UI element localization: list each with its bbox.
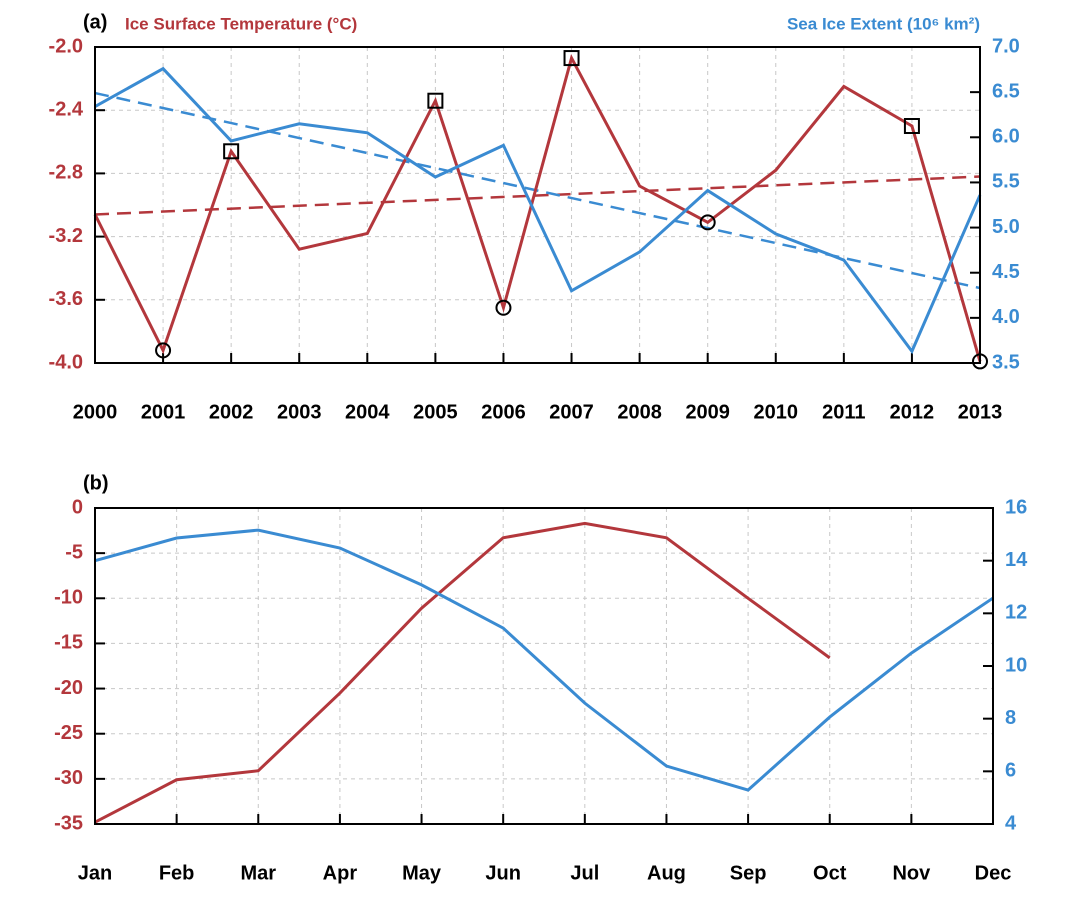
trend-line xyxy=(94,175,981,216)
x-tick-label: 2008 xyxy=(617,401,662,423)
y-tick-label: -25 xyxy=(54,722,83,744)
x-tick-label: 2004 xyxy=(345,401,390,423)
x-tick-label: 2006 xyxy=(481,401,526,423)
series-line xyxy=(93,54,982,362)
y-tick-label: -30 xyxy=(54,767,83,789)
y2-tick-label: 6.0 xyxy=(992,126,1020,148)
y2-tick-label: 5.0 xyxy=(992,216,1020,238)
trend-line xyxy=(94,91,981,290)
y-tick-label: 0 xyxy=(72,496,83,518)
x-tick-label: 2005 xyxy=(413,401,458,423)
x-tick-label: Mar xyxy=(240,862,276,884)
y2-tick-label: 5.5 xyxy=(992,171,1020,193)
y2-tick-label: 4 xyxy=(1005,812,1017,834)
plot-frame xyxy=(94,46,981,364)
panel-label: (a) xyxy=(83,11,107,33)
y-tick-label: -4.0 xyxy=(49,351,83,373)
y-tick-label: -2.4 xyxy=(49,98,84,120)
low-marker xyxy=(495,299,512,316)
x-tick-label: 2012 xyxy=(890,401,935,423)
x-tick-label: Aug xyxy=(647,862,686,884)
x-tick-label: 2007 xyxy=(549,401,594,423)
y2-tick-label: 7.0 xyxy=(992,35,1020,57)
y-tick-label: -20 xyxy=(54,677,83,699)
y-tick-label: -5 xyxy=(65,541,83,563)
y-tick-label: -2.0 xyxy=(49,35,83,57)
plot-frame xyxy=(94,507,994,825)
x-tick-label: 2000 xyxy=(73,401,118,423)
y2-tick-label: 6 xyxy=(1005,760,1016,782)
high-marker xyxy=(903,118,920,134)
y-tick-label: -3.2 xyxy=(49,225,83,247)
y-tick-label: -2.8 xyxy=(49,162,83,184)
x-tick-label: Nov xyxy=(892,862,931,884)
high-marker xyxy=(427,92,444,109)
x-tick-label: Feb xyxy=(159,862,195,884)
high-marker xyxy=(223,143,240,160)
y-tick-label: -10 xyxy=(54,587,83,609)
y2-tick-label: 4.0 xyxy=(992,306,1020,328)
x-tick-label: May xyxy=(402,862,442,884)
y2-tick-label: 16 xyxy=(1005,496,1027,518)
y2-tick-label: 4.5 xyxy=(992,261,1020,283)
series-line xyxy=(94,528,994,792)
high-marker xyxy=(563,50,580,67)
series-line xyxy=(94,66,982,355)
panel-label: (b) xyxy=(83,472,109,494)
low-marker xyxy=(699,214,716,231)
y2-tick-label: 8 xyxy=(1005,707,1016,729)
y-tick-label: -15 xyxy=(54,632,83,654)
x-tick-label: 2010 xyxy=(754,401,799,423)
low-marker xyxy=(155,342,172,359)
x-tick-label: Oct xyxy=(813,862,847,884)
x-tick-label: Apr xyxy=(323,862,358,884)
x-tick-label: 2009 xyxy=(685,401,730,423)
legend-entry: Sea Ice Extent (10⁶ km²) xyxy=(787,14,980,33)
x-tick-label: 2003 xyxy=(277,401,322,423)
y-tick-label: -3.6 xyxy=(49,288,83,310)
y2-tick-label: 3.5 xyxy=(992,351,1020,373)
y2-tick-label: 6.5 xyxy=(992,80,1020,102)
x-tick-label: Sep xyxy=(730,862,767,884)
x-tick-label: Jan xyxy=(78,862,112,884)
y2-tick-label: 10 xyxy=(1005,654,1027,676)
x-tick-label: 2001 xyxy=(141,401,186,423)
x-tick-label: 2002 xyxy=(209,401,254,423)
x-tick-label: Dec xyxy=(975,862,1012,884)
x-tick-label: Jun xyxy=(485,862,521,884)
series-line xyxy=(94,521,831,824)
legend-entry: Ice Surface Temperature (°C) xyxy=(125,14,357,33)
x-tick-label: 2013 xyxy=(958,401,1003,423)
y-tick-label: -35 xyxy=(54,812,83,834)
x-tick-label: 2011 xyxy=(822,401,865,423)
y2-tick-label: 12 xyxy=(1005,602,1027,624)
y2-tick-label: 14 xyxy=(1005,549,1028,571)
x-tick-label: Jul xyxy=(570,862,599,884)
